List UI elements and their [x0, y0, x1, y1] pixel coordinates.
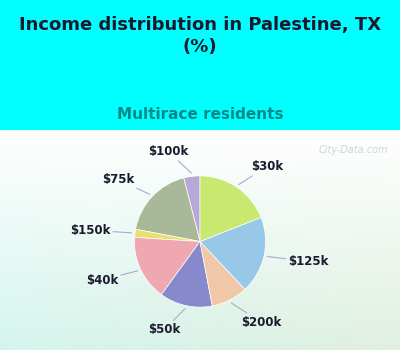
Text: $150k: $150k — [70, 224, 132, 237]
Text: $200k: $200k — [231, 303, 281, 329]
Text: $75k: $75k — [102, 173, 150, 194]
Text: $100k: $100k — [148, 145, 191, 173]
Text: Multirace residents: Multirace residents — [117, 107, 283, 122]
Wedge shape — [136, 178, 200, 242]
Wedge shape — [134, 237, 200, 295]
Text: $40k: $40k — [86, 271, 138, 287]
Wedge shape — [162, 241, 212, 307]
Wedge shape — [184, 176, 200, 241]
Wedge shape — [200, 217, 266, 289]
Text: $125k: $125k — [267, 255, 329, 268]
Wedge shape — [200, 241, 245, 306]
Wedge shape — [134, 229, 200, 241]
Text: $50k: $50k — [148, 309, 185, 336]
Text: Income distribution in Palestine, TX
(%): Income distribution in Palestine, TX (%) — [19, 16, 381, 56]
Text: City-Data.com: City-Data.com — [318, 145, 388, 155]
Text: $30k: $30k — [239, 160, 283, 184]
Wedge shape — [200, 176, 261, 241]
